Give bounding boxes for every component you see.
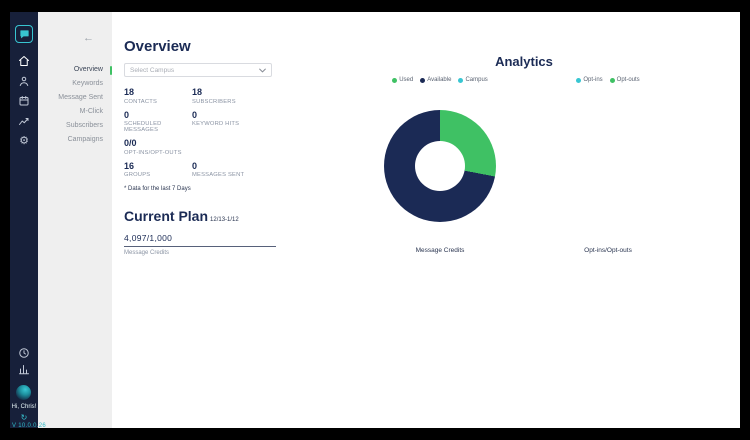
campus-select-value: Select Campus	[130, 66, 175, 74]
stat-scheduled-messages: 0 SCHEDULED MESSAGES	[124, 109, 162, 134]
home-icon[interactable]	[18, 55, 30, 67]
optins-chart-area	[524, 87, 692, 245]
nav-item-m-click[interactable]: M-Click	[79, 108, 103, 115]
stats-footnote: * Data for the last 7 Days	[124, 186, 191, 192]
version-text: V 10.0.0.26	[12, 423, 46, 429]
message-credits-chart: Used Available Campus	[356, 77, 524, 254]
optins-label: Opt-ins/Opt-outs	[584, 247, 632, 254]
legend-item-used: Used	[392, 77, 413, 83]
stat-subscribers: 18 SUBSCRIBERS	[192, 87, 236, 105]
primary-sidebar: ⚙ Hi, Chris! ↻	[10, 12, 38, 428]
donut-chart-area	[384, 87, 496, 245]
legend-dot	[609, 77, 615, 83]
legend-item-opt-outs: Opt-outs	[609, 77, 640, 83]
campus-select[interactable]: Select Campus	[124, 63, 272, 77]
stat-spacer	[192, 138, 356, 156]
stat-contacts: 18 CONTACTS	[124, 87, 158, 105]
message-credits-label: Message Credits	[415, 247, 465, 254]
user-greeting: Hi, Chris!	[11, 404, 37, 410]
current-plan-title: Current Plan 12/13-1/12	[124, 208, 239, 224]
history-clock-icon[interactable]	[18, 347, 30, 359]
plan-credits-label: Message Credits	[124, 250, 170, 256]
legend-item-available: Available	[420, 77, 451, 83]
optins-chart: Opt-ins Opt-outs Opt-ins/Opt-outs	[524, 77, 692, 254]
message-credits-legend: Used Available Campus	[392, 77, 488, 83]
nav-item-campaigns[interactable]: Campaigns	[67, 136, 103, 143]
legend-dot	[458, 77, 464, 83]
app-window: ⚙ Hi, Chris! ↻ ← Overview Keywords Messa…	[10, 12, 740, 428]
optins-legend: Opt-ins Opt-outs	[576, 77, 640, 83]
refresh-icon[interactable]: ↻	[20, 413, 28, 422]
stat-messages-sent: 0 MESSAGES SENT	[192, 160, 245, 179]
back-arrow-icon[interactable]: ←	[83, 32, 94, 44]
nav-list: Overview Keywords Message Sent M-Click S…	[38, 65, 113, 144]
legend-item-campus: Campus	[458, 77, 488, 83]
nav-item-overview[interactable]: Overview	[73, 65, 113, 75]
chevron-down-icon	[259, 68, 266, 73]
analytics-panel: Analytics Used Available	[356, 54, 692, 254]
plan-divider	[124, 246, 276, 247]
usage-bars-icon[interactable]	[18, 363, 30, 375]
plan-credits-value: 4,097/1,000	[124, 233, 173, 243]
calendar-icon[interactable]	[18, 95, 30, 107]
contacts-icon[interactable]	[18, 75, 30, 87]
settings-icon[interactable]: ⚙	[19, 134, 29, 147]
user-avatar[interactable]	[16, 385, 32, 400]
plan-period: 12/13-1/12	[210, 217, 239, 223]
app-logo[interactable]	[15, 25, 33, 43]
legend-dot	[576, 77, 582, 83]
chat-bubble-icon	[19, 29, 29, 38]
stat-groups: 16 GROUPS	[124, 160, 151, 179]
rail-icon-list: ⚙	[18, 55, 30, 147]
rail-bottom: Hi, Chris! ↻	[11, 347, 37, 428]
legend-item-opt-ins: Opt-ins	[576, 77, 603, 83]
page-title: Overview	[124, 38, 191, 55]
nav-item-subscribers[interactable]: Subscribers	[66, 122, 103, 129]
analytics-title: Analytics	[495, 54, 553, 69]
nav-item-keywords[interactable]: Keywords	[72, 80, 103, 87]
stat-opt-ins-outs: 0/0 OPT-INS/OPT-OUTS	[124, 138, 182, 156]
main-content: Overview Select Campus 18 CONTACTS 18 SU…	[112, 12, 740, 428]
secondary-sidebar: ← Overview Keywords Message Sent M-Click…	[38, 12, 113, 428]
stat-keyword-hits: 0 KEYWORD HITS	[192, 109, 240, 128]
donut-hole	[415, 141, 465, 191]
charts-row: Used Available Campus	[356, 77, 692, 254]
nav-item-message-sent[interactable]: Message Sent	[58, 94, 103, 101]
stats-grid: 18 CONTACTS 18 SUBSCRIBERS 0 SCHEDULED M…	[124, 87, 356, 178]
reports-icon[interactable]	[18, 115, 30, 127]
legend-dot	[420, 77, 426, 83]
overview-panel: Overview Select Campus 18 CONTACTS 18 SU…	[124, 38, 356, 256]
legend-dot	[392, 77, 398, 83]
message-credits-donut	[384, 110, 496, 222]
